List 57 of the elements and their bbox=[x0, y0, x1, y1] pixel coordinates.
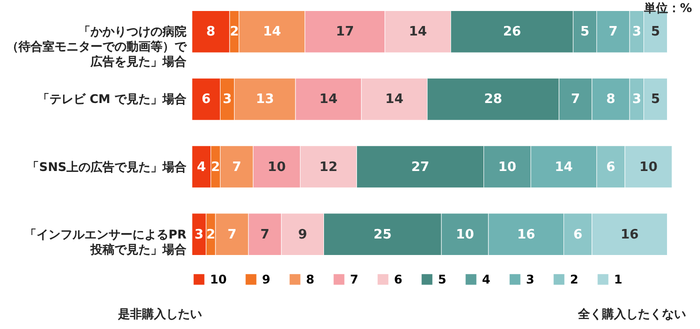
data-label: 2 bbox=[206, 227, 216, 242]
data-label: 3 bbox=[222, 92, 232, 108]
y-tick-label: 「インフルエンサーによるPR 投稿で見た」場合 bbox=[24, 227, 188, 256]
data-label: 10 bbox=[498, 160, 516, 175]
text: 是非購入したい bbox=[118, 306, 202, 323]
data-label: 3 bbox=[632, 92, 642, 108]
data-label: 26 bbox=[502, 24, 522, 40]
legend-label: 8 bbox=[306, 272, 314, 286]
data-label: 6 bbox=[202, 92, 211, 108]
data-label: 9 bbox=[298, 227, 308, 242]
data-label: 16 bbox=[517, 227, 536, 242]
data-label: 7 bbox=[227, 227, 237, 242]
legend-label: 3 bbox=[526, 272, 534, 286]
text: 全く購入したくない bbox=[578, 306, 686, 323]
data-label: 5 bbox=[651, 24, 660, 40]
data-label: 3 bbox=[632, 24, 642, 40]
legend-label: 2 bbox=[570, 272, 578, 286]
data-label: 10 bbox=[639, 160, 658, 175]
legend-label: 7 bbox=[350, 272, 358, 286]
data-label: 5 bbox=[580, 24, 590, 40]
data-label: 14 bbox=[554, 160, 573, 175]
legend-label: 9 bbox=[262, 272, 270, 286]
y-tick-label: 「SNS上の広告で見た」場合 bbox=[27, 160, 188, 174]
annotation: 単位：% bbox=[644, 0, 692, 17]
data-label: 7 bbox=[571, 92, 580, 108]
data-label: 7 bbox=[608, 24, 618, 40]
data-label: 14 bbox=[262, 24, 282, 40]
legend-label: 1 bbox=[614, 272, 622, 286]
data-label: 25 bbox=[374, 227, 392, 242]
data-label: 7 bbox=[232, 160, 242, 175]
data-label: 14 bbox=[385, 92, 404, 108]
data-label: 8 bbox=[206, 24, 216, 40]
data-label: 2 bbox=[211, 160, 220, 175]
data-label: 6 bbox=[606, 160, 616, 175]
legend-label: 10 bbox=[210, 272, 227, 286]
data-label: 16 bbox=[620, 227, 639, 242]
data-label: 2 bbox=[230, 24, 239, 40]
data-label: 4 bbox=[196, 160, 206, 175]
legend-label: 4 bbox=[482, 272, 490, 286]
data-label: 10 bbox=[456, 227, 474, 242]
data-label: 7 bbox=[260, 227, 270, 242]
data-label: 3 bbox=[194, 227, 204, 242]
data-label: 28 bbox=[484, 92, 502, 108]
legend-label: 6 bbox=[394, 272, 402, 286]
legend-label: 5 bbox=[438, 272, 446, 286]
data-label: 8 bbox=[606, 92, 616, 108]
data-label: 14 bbox=[408, 24, 427, 40]
data-label: 6 bbox=[573, 227, 582, 242]
data-label: 13 bbox=[256, 92, 274, 108]
y-tick-label: 「テレビ CM で見た」場合 bbox=[37, 92, 188, 106]
data-label: 14 bbox=[319, 92, 338, 108]
data-label: 5 bbox=[651, 92, 660, 108]
data-label: 12 bbox=[319, 160, 338, 175]
data-label: 17 bbox=[336, 24, 354, 40]
data-label: 27 bbox=[411, 160, 430, 175]
y-tick-label: 「かかりつけの病院（待合室モニターでの動画等）で広告を見た」場合 bbox=[6, 24, 188, 69]
data-label: 10 bbox=[268, 160, 286, 175]
